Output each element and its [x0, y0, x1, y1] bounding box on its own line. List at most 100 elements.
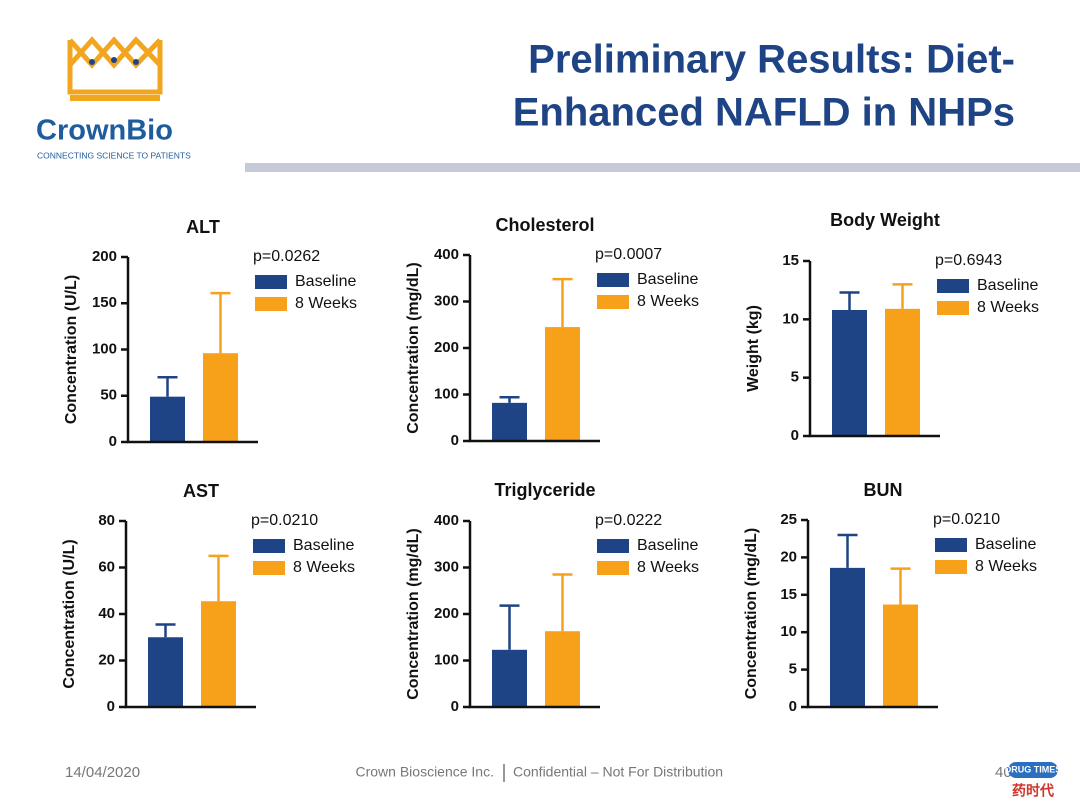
axis: [126, 257, 258, 444]
logo-tagline: CONNECTING SCIENCE TO PATIENTS: [37, 150, 191, 160]
error-bar: [892, 283, 913, 309]
chart: Triglyceride Concentration (mg/dL) 0 100 200…: [405, 480, 699, 715]
bar: [885, 308, 920, 436]
y-tick-label: 100: [92, 340, 117, 357]
bar: [883, 604, 918, 707]
chart-title: Body Weight: [830, 210, 940, 230]
y-tick-label: 20: [780, 548, 797, 565]
chart-title: Triglyceride: [494, 480, 595, 500]
chart: Cholesterol Concentration (mg/dL) 0 100 200 3…: [405, 215, 699, 449]
bar: [830, 567, 865, 707]
bar: [492, 649, 527, 707]
y-axis-label: Concentration (U/L): [61, 539, 78, 688]
y-tick-label: 20: [98, 651, 115, 668]
bar: [150, 396, 185, 442]
legend-label: Baseline: [293, 537, 354, 554]
y-axis-label: Weight (kg): [745, 305, 762, 392]
error-bar: [499, 604, 520, 650]
watermark-badge: [1008, 762, 1058, 778]
error-bar: [157, 376, 178, 397]
legend-label: 8 Weeks: [295, 295, 357, 312]
bar: [203, 353, 238, 442]
y-tick-label: 15: [780, 586, 797, 603]
page-number: 40: [995, 764, 1012, 781]
legend-label: Baseline: [637, 537, 698, 554]
axis: [808, 261, 940, 438]
chart-title: Cholesterol: [495, 215, 594, 235]
bar: [545, 327, 580, 441]
error-bar: [552, 573, 573, 632]
y-tick-label: 400: [434, 512, 459, 529]
slide-title: Enhanced NAFLD in NHPs: [513, 91, 1015, 135]
y-tick-label: 60: [98, 558, 115, 575]
legend-label: 8 Weeks: [637, 293, 699, 310]
annotation: p=0.0210: [251, 512, 318, 529]
axis: [124, 521, 256, 709]
annotation: p=0.0210: [933, 511, 1000, 528]
y-tick-label: 300: [434, 292, 459, 309]
bar: [492, 402, 527, 441]
legend-swatch: [935, 538, 967, 552]
legend-label: 8 Weeks: [293, 559, 355, 576]
legend-label: Baseline: [977, 277, 1038, 294]
error-bar: [837, 533, 858, 568]
legend-label: Baseline: [295, 273, 356, 290]
legend-swatch: [937, 301, 969, 315]
footer-date: 14/04/2020: [65, 764, 140, 781]
chart-title: AST: [183, 481, 219, 501]
y-tick-label: 5: [791, 369, 799, 386]
bar: [201, 601, 236, 707]
legend-label: Baseline: [975, 536, 1036, 553]
legend-label: 8 Weeks: [637, 559, 699, 576]
bar: [545, 631, 580, 707]
footer-company: Crown Bioscience Inc.: [355, 764, 494, 780]
legend-label: 8 Weeks: [977, 299, 1039, 316]
legend-swatch: [937, 279, 969, 293]
y-tick-label: 15: [782, 252, 799, 269]
y-tick-label: 10: [780, 623, 797, 640]
legend-swatch: [253, 561, 285, 575]
y-tick-label: 80: [98, 512, 115, 529]
annotation: p=0.0007: [595, 246, 662, 263]
error-bar: [155, 623, 176, 638]
legend-swatch: [935, 560, 967, 574]
error-bar: [210, 291, 231, 354]
slide-title: Preliminary Results: Diet-: [528, 38, 1015, 82]
watermark: 药时代: [1012, 783, 1054, 799]
legend-swatch: [253, 539, 285, 553]
y-tick-label: 50: [100, 387, 117, 404]
axis: [468, 255, 600, 443]
y-tick-label: 0: [451, 432, 459, 449]
annotation: p=0.0222: [595, 512, 662, 529]
legend-swatch: [255, 297, 287, 311]
error-bar: [499, 396, 520, 403]
y-tick-label: 5: [789, 661, 797, 678]
y-tick-label: 300: [434, 558, 459, 575]
legend-swatch: [597, 539, 629, 553]
y-tick-label: 100: [434, 651, 459, 668]
chart: BUN Concentration (mg/dL) 0 5 10 15 20 25 Baseli…: [743, 480, 1037, 715]
bar: [832, 310, 867, 436]
y-tick-label: 200: [92, 248, 117, 265]
y-tick-label: 200: [434, 339, 459, 356]
legend-label: 8 Weeks: [975, 558, 1037, 575]
y-tick-label: 10: [782, 310, 799, 327]
annotation: p=0.6943: [935, 252, 1002, 269]
error-bar: [552, 277, 573, 328]
legend-swatch: [597, 561, 629, 575]
y-tick-label: 100: [434, 385, 459, 402]
y-tick-label: 0: [789, 698, 797, 715]
legend-swatch: [255, 275, 287, 289]
y-tick-label: 0: [791, 427, 799, 444]
axis: [468, 521, 600, 709]
legend-label: Baseline: [637, 271, 698, 288]
logo-name: CrownBio: [36, 115, 173, 147]
y-tick-label: 0: [109, 433, 117, 450]
y-axis-label: Concentration (mg/dL): [743, 528, 760, 700]
divider: [245, 163, 1080, 172]
bar: [148, 637, 183, 707]
y-tick-label: 200: [434, 605, 459, 622]
chart-title: ALT: [186, 217, 220, 237]
footer-confidential: Confidential – Not For Distribution: [513, 764, 723, 780]
